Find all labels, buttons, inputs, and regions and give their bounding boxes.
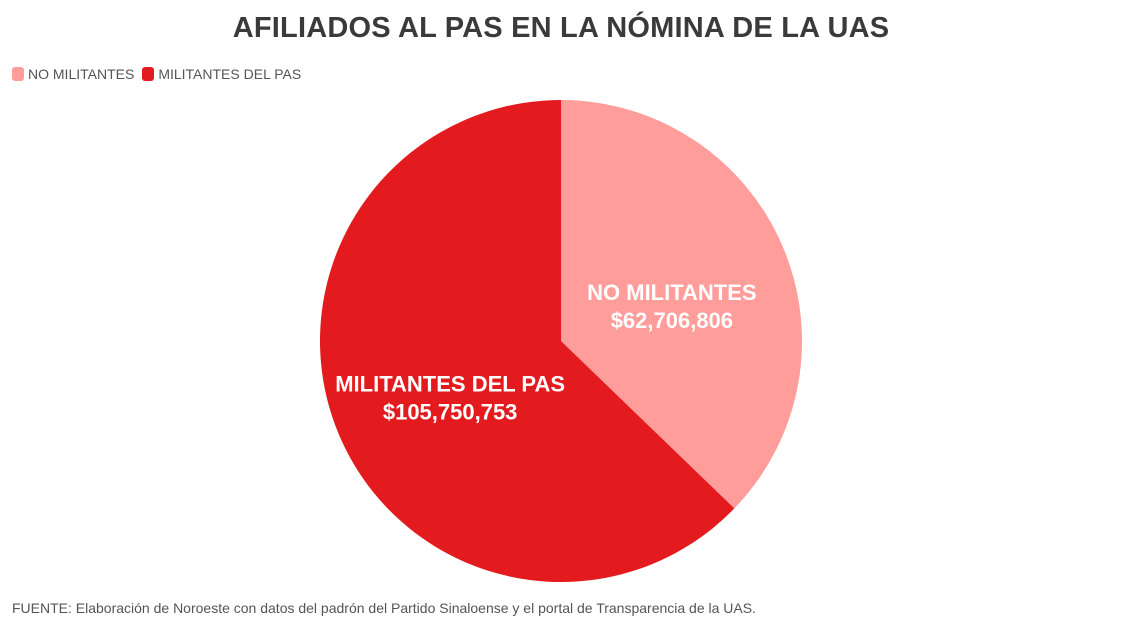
legend-item-no-militantes[interactable]: NO MILITANTES bbox=[12, 66, 134, 82]
legend-item-militantes-del-pas[interactable]: MILITANTES DEL PAS bbox=[142, 66, 301, 82]
legend-swatch-militantes-del-pas bbox=[142, 67, 155, 81]
source-note: FUENTE: Elaboración de Noroeste con dato… bbox=[12, 600, 756, 616]
pie-slice-militantes-del-pas[interactable] bbox=[320, 100, 735, 582]
legend: NO MILITANTES MILITANTES DEL PAS bbox=[12, 66, 309, 82]
slice-label-value-1: $105,750,753 bbox=[383, 400, 518, 425]
legend-label-militantes-del-pas: MILITANTES DEL PAS bbox=[158, 66, 302, 82]
slice-label-name-1: MILITANTES DEL PAS bbox=[335, 372, 565, 397]
legend-label-no-militantes: NO MILITANTES bbox=[28, 66, 135, 82]
slice-label-value-0: $62,706,806 bbox=[611, 308, 733, 333]
slice-label-name-0: NO MILITANTES bbox=[587, 280, 756, 305]
chart-title: AFILIADOS AL PAS EN LA NÓMINA DE LA UAS bbox=[232, 12, 890, 44]
legend-swatch-no-militantes bbox=[12, 67, 24, 81]
pie-slice-no-militantes[interactable] bbox=[561, 100, 803, 509]
